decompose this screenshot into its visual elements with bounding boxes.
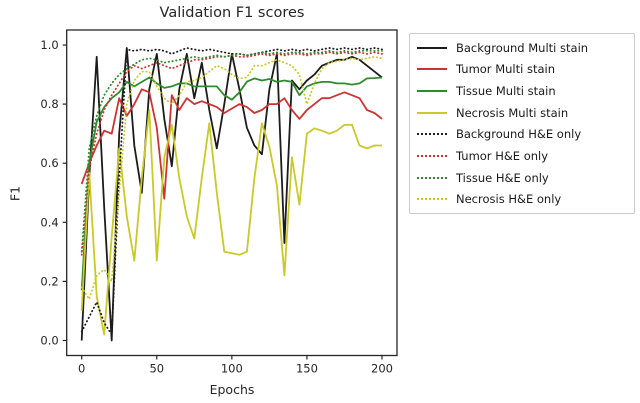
- y-tick-label: 1.0: [40, 38, 58, 52]
- y-tick-label: 0.6: [40, 156, 58, 170]
- legend-label: Necrosis H&E only: [456, 192, 562, 207]
- legend-label: Tissue Multi stain: [456, 84, 556, 99]
- legend-entry-tissue-multi-stain: Tissue Multi stain: [417, 81, 627, 101]
- legend-entry-necrosis-h-e-only: Necrosis H&E only: [417, 189, 627, 209]
- legend-entry-tumor-h-e-only: Tumor H&E only: [417, 146, 627, 166]
- legend-label: Necrosis Multi stain: [456, 105, 569, 120]
- x-tick-label: 200: [371, 362, 393, 376]
- legend-line-sample-solid: [417, 68, 447, 71]
- legend-entry-background-h-e-only: Background H&E only: [417, 124, 627, 144]
- y-tick-label: 0.4: [40, 215, 58, 229]
- series-line-tumor-multi-stain: [80, 88, 383, 200]
- legend-line-sample-solid: [417, 46, 447, 49]
- series-line-necrosis-h-e-only: [80, 55, 383, 301]
- chart-title: Validation F1 scores: [159, 5, 305, 21]
- legend-line-sample-solid: [417, 90, 447, 93]
- legend-entry-background-multi-stain: Background Multi stain: [417, 38, 627, 58]
- legend-line-sample-dotted: [417, 198, 447, 201]
- legend-label: Tissue H&E only: [456, 170, 549, 185]
- x-tick-label: 100: [221, 362, 243, 376]
- x-tick-label: 150: [296, 362, 318, 376]
- y-tick-label: 0.2: [40, 274, 58, 288]
- series-line-tissue-multi-stain: [80, 76, 383, 291]
- legend-entry-necrosis-multi-stain: Necrosis Multi stain: [417, 103, 627, 123]
- legend-entry-tissue-h-e-only: Tissue H&E only: [417, 168, 627, 188]
- legend: Background Multi stain Tumor Multi stain T…: [409, 33, 635, 214]
- series-line-background-h-e-only: [80, 47, 383, 336]
- legend-line-sample-dotted: [417, 154, 447, 157]
- legend-entry-tumor-multi-stain: Tumor Multi stain: [417, 59, 627, 79]
- y-tick-label: 0.0: [40, 333, 58, 347]
- y-tick-label: 0.8: [40, 97, 58, 111]
- series-line-tissue-h-e-only: [80, 50, 383, 253]
- legend-label: Tumor H&E only: [456, 148, 549, 163]
- x-axis-label: Epochs: [209, 382, 255, 397]
- x-tick-label: 50: [149, 362, 164, 376]
- x-tick-label: 0: [78, 362, 85, 376]
- legend-line-sample-dotted: [417, 133, 447, 136]
- legend-label: Background Multi stain: [456, 40, 589, 55]
- legend-line-sample-solid: [417, 111, 447, 114]
- series-line-necrosis-multi-stain: [80, 109, 382, 336]
- legend-label: Background H&E only: [456, 127, 582, 142]
- legend-label: Tumor Multi stain: [456, 62, 555, 77]
- legend-line-sample-dotted: [417, 176, 447, 179]
